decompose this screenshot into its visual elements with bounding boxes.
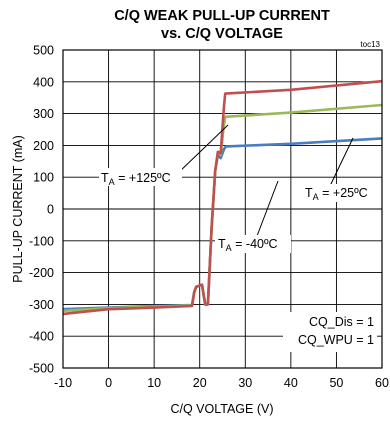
annotation-box-neg40: [215, 235, 291, 253]
series-line-t-a-40-c: [62, 137, 383, 311]
annotation-box-25: [301, 184, 377, 202]
y-tick-label: -500: [29, 362, 54, 376]
chart-tag: toc13: [360, 40, 380, 49]
chart-subtitle: vs. C/Q VOLTAGE: [161, 26, 283, 42]
x-tick-label: 40: [284, 376, 298, 390]
x-tick-label: 0: [105, 376, 112, 390]
x-tick-label: 60: [375, 376, 389, 390]
annotation-leader-125: [176, 124, 229, 175]
chart-title: C/Q WEAK PULL-UP CURRENT: [114, 8, 330, 24]
y-tick-label: 100: [33, 171, 54, 185]
y-tick-label: 300: [33, 107, 54, 121]
annotation-leader-25: [329, 137, 354, 187]
series-line-t-a-125-c: [62, 79, 383, 316]
x-axis-label: C/Q VOLTAGE (V): [170, 402, 273, 416]
y-tick-labels: -500 -400 -300 -200 -100 0 100 200 300 400 500: [29, 44, 54, 376]
x-tick-label: 50: [329, 376, 343, 390]
condition-cq-dis: CQ_Dis = 1: [309, 315, 374, 329]
y-tick-label: -400: [29, 330, 54, 344]
plot-frame: [62, 49, 383, 369]
y-tick-label: -200: [29, 266, 54, 280]
y-tick-label: 0: [47, 203, 54, 217]
series-layer: [62, 79, 383, 316]
annotation-125: TA = +125ºC: [101, 171, 171, 187]
annotation-box-125: [99, 168, 182, 186]
x-tick-label: 30: [238, 376, 252, 390]
y-tick-label: 200: [33, 139, 54, 153]
y-axis-label: PULL-UP CURRENT (mA): [11, 135, 25, 282]
y-tick-label: -100: [29, 234, 54, 248]
annotation-25: TA = +25ºC: [305, 186, 368, 202]
conditions-box: [283, 312, 377, 352]
y-tick-label: 500: [33, 44, 54, 58]
x-tick-label: 10: [147, 376, 161, 390]
annotation-leader-neg40: [256, 180, 279, 237]
x-tick-label: -10: [54, 376, 72, 390]
y-tick-label: 400: [33, 75, 54, 89]
annotation-neg40: TA = -40ºC: [218, 237, 278, 253]
condition-cq-wpu: CQ_WPU = 1: [298, 333, 374, 347]
x-tick-label: 20: [193, 376, 207, 390]
x-tick-labels: -10 0 10 20 30 40 50 60: [54, 376, 389, 390]
y-tick-label: -300: [29, 298, 54, 312]
